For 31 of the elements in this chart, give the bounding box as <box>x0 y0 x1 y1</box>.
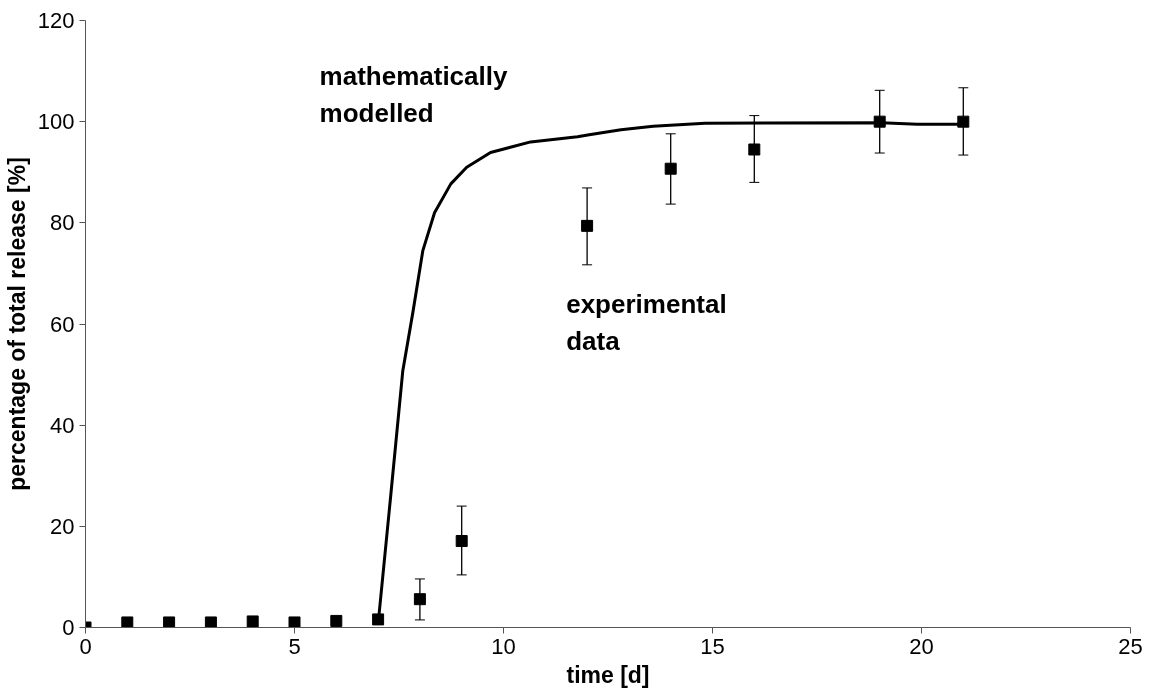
y-tick-label: 120 <box>37 8 75 33</box>
y-tick-label: 100 <box>37 109 75 135</box>
y-tick-label: 0 <box>62 615 75 640</box>
point <box>372 613 385 626</box>
y-axis-title: percentage of total release [%] <box>3 157 30 491</box>
point <box>330 614 343 627</box>
y-tick-label: 40 <box>50 412 75 438</box>
annotation: experimental data <box>566 288 727 357</box>
x-tick-label: 25 <box>1118 633 1143 659</box>
point <box>873 115 886 128</box>
point <box>288 616 301 628</box>
x-tick-label: 5 <box>288 633 301 659</box>
point <box>204 616 217 628</box>
point <box>581 219 594 232</box>
point <box>748 143 761 156</box>
point <box>664 162 677 175</box>
point <box>163 616 176 628</box>
point <box>121 616 134 628</box>
x-tick-label: 0 <box>79 633 92 659</box>
x-tick-label: 15 <box>700 633 725 659</box>
point <box>455 535 468 547</box>
x-tick-label: 20 <box>909 633 934 659</box>
y-tick-label: 20 <box>50 513 75 539</box>
x-axis-title: time [d] <box>566 661 650 688</box>
annotation: mathematically modelled <box>319 60 508 129</box>
point <box>246 615 259 628</box>
y-tick-label: 60 <box>50 311 75 337</box>
x-tick-label: 10 <box>491 633 516 659</box>
y-tick-label: 80 <box>50 210 75 236</box>
point <box>413 593 426 606</box>
point <box>957 115 970 128</box>
